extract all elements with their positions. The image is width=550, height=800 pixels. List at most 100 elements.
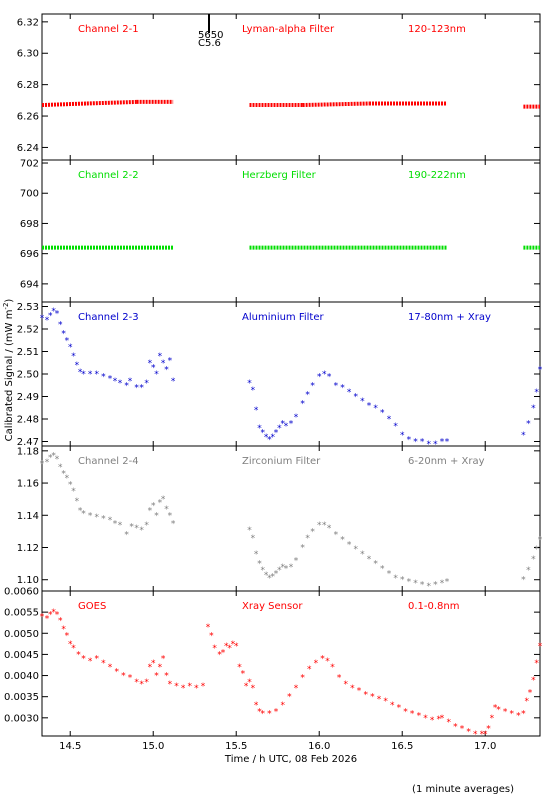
data-point: * xyxy=(71,352,76,362)
data-point: * xyxy=(300,544,305,554)
data-point: * xyxy=(118,379,123,389)
x-tick-label: 16.0 xyxy=(308,741,330,752)
data-point: * xyxy=(294,413,299,423)
data-point: * xyxy=(51,452,56,462)
data-point: * xyxy=(148,506,153,516)
data-point: * xyxy=(78,368,83,378)
data-point: * xyxy=(289,420,294,430)
data-point: * xyxy=(270,573,275,583)
data-point: * xyxy=(534,659,539,669)
data-point: * xyxy=(40,612,45,622)
data-point: * xyxy=(531,676,536,686)
data-point: * xyxy=(353,545,358,555)
data-point: * xyxy=(217,650,222,660)
data-point: * xyxy=(400,576,405,586)
data-point: * xyxy=(526,566,531,576)
data-point: * xyxy=(347,388,352,398)
data-point: * xyxy=(144,379,149,389)
data-point: * xyxy=(280,563,285,573)
panel-label: Xray Sensor xyxy=(242,601,303,612)
data-point: * xyxy=(48,312,53,322)
data-point: * xyxy=(310,381,315,391)
data-point: * xyxy=(257,424,262,434)
data-point: * xyxy=(254,701,259,711)
panel-4: 1.10 1.12 1.14 1.16 1.18 Channel 2-4 Zirconium… xyxy=(17,445,543,592)
data-point: * xyxy=(267,710,272,720)
data-point: * xyxy=(417,712,422,722)
data-point: * xyxy=(154,672,159,682)
data-point: * xyxy=(270,433,275,443)
data-point: * xyxy=(300,399,305,409)
data-point: * xyxy=(71,487,76,497)
data-point: * xyxy=(445,577,450,587)
data-point: * xyxy=(61,625,66,635)
data-point: * xyxy=(244,682,249,692)
data-point: * xyxy=(430,716,435,726)
data-point: * xyxy=(164,505,169,515)
data-point: * xyxy=(261,429,266,439)
data-point: * xyxy=(410,710,415,720)
y-tick-label: 2.52 xyxy=(17,325,39,336)
data-point: * xyxy=(251,534,256,544)
data-point: * xyxy=(134,384,139,394)
data-point: * xyxy=(158,498,163,508)
data-point: * xyxy=(373,404,378,414)
y-tick-label: 6.28 xyxy=(17,80,39,91)
data-point: * xyxy=(267,435,272,445)
data-point: * xyxy=(171,519,176,529)
data-point: * xyxy=(420,581,425,591)
data-point: * xyxy=(310,527,315,537)
data-point: * xyxy=(261,566,266,576)
data-point: * xyxy=(390,701,395,711)
data-point: * xyxy=(58,463,63,473)
x-tick-label: 16.5 xyxy=(391,741,413,752)
data-point: * xyxy=(446,718,451,728)
data-point: * xyxy=(61,330,66,340)
data-point: * xyxy=(294,556,299,566)
data-point: * xyxy=(483,730,488,740)
data-point: * xyxy=(201,682,206,692)
data-point: * xyxy=(383,697,388,707)
data-point: * xyxy=(317,372,322,382)
data-point: * xyxy=(168,680,173,690)
data-point: * xyxy=(445,438,450,448)
y-tick-label: 6.26 xyxy=(17,112,39,123)
data-point: * xyxy=(363,691,368,701)
data-point: * xyxy=(524,697,529,707)
data-point: * xyxy=(254,406,259,416)
data-point: * xyxy=(168,357,173,367)
data-point: * xyxy=(320,655,325,665)
y-tick-label: 6.32 xyxy=(17,17,39,28)
data-point: * xyxy=(212,644,217,654)
data-point: * xyxy=(45,316,50,326)
data-point: * xyxy=(387,415,392,425)
data-point: * xyxy=(334,531,339,541)
data-point: * xyxy=(521,576,526,586)
y-tick-label: 696 xyxy=(20,249,39,260)
panel-label: 6-20nm + Xray xyxy=(408,456,485,467)
data-point: * xyxy=(317,521,322,531)
data-point: * xyxy=(284,422,289,432)
data-point: * xyxy=(289,563,294,573)
data-point: * xyxy=(344,680,349,690)
data-point: * xyxy=(78,506,83,516)
data-point: * xyxy=(528,688,533,698)
data-point: * xyxy=(538,642,543,652)
data-point: * xyxy=(284,564,289,574)
data-point: * xyxy=(171,377,176,387)
data-point: * xyxy=(168,511,173,521)
data-point: * xyxy=(151,659,156,669)
data-point: * xyxy=(322,370,327,380)
data-point: * xyxy=(101,372,106,382)
y-tick-label: 1.16 xyxy=(17,479,39,490)
data-point: * xyxy=(440,579,445,589)
data-point: * xyxy=(164,672,169,682)
data-point: * xyxy=(294,684,299,694)
y-tick-label: 698 xyxy=(20,219,39,230)
data-point: * xyxy=(300,674,305,684)
data-point: * xyxy=(95,370,100,380)
data-point: * xyxy=(393,422,398,432)
data-point: * xyxy=(55,309,60,319)
data-point: * xyxy=(151,502,156,512)
data-point: * xyxy=(237,663,242,673)
